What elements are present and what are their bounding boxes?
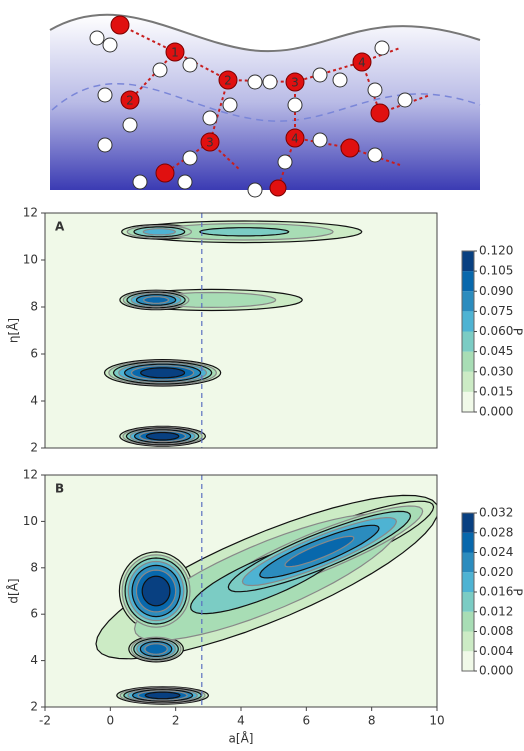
colorbar-tick-label: 0.008 [479,624,513,638]
panel-label: B [55,482,64,496]
colorbar-band [462,392,474,412]
contour [145,692,180,699]
colorbar-tick-label: 0.004 [479,644,513,658]
colorbar-band [462,513,474,533]
colorbar-band [462,372,474,392]
y-axis-label: d[Å] [6,578,21,603]
contour [142,576,170,606]
colorbar-tick-label: 0.015 [479,384,513,398]
contour [141,368,185,378]
colorbar-band [462,592,474,612]
colorbar-band [462,533,474,553]
colorbar-label: P [511,328,524,335]
x-tick-label: 8 [368,714,376,728]
colorbar-tick-label: 0.120 [479,244,513,258]
contour [145,644,167,655]
colorbar-band [462,572,474,592]
y-tick-label: 2 [30,441,38,455]
atom-label: 2 [224,74,232,88]
colorbar-tick-label: 0.030 [479,364,513,378]
x-tick-label: 6 [303,714,311,728]
page: 1 2 2 3 3 4 4 24681012η[Å]A0.0000.0150.0… [0,0,524,751]
illustration: 1 2 2 3 3 4 4 [50,15,480,197]
colorbar-band [462,553,474,573]
atom-label: 1 [171,46,179,60]
x-tick-label: -2 [39,714,51,728]
x-axis-label: a[Å] [229,731,254,746]
atom-label: 3 [206,136,214,150]
colorbar-band [462,251,474,271]
atom-label: 3 [291,76,299,90]
y-tick-label: 6 [30,607,38,621]
contour [200,228,289,236]
colorbar-tick-label: 0.000 [479,664,513,678]
colorbar-tick-label: 0.060 [479,324,513,338]
y-tick-label: 4 [30,653,38,667]
plot-area [45,213,437,448]
y-tick-label: 12 [23,468,38,482]
atom-label: 2 [126,94,134,108]
colorbar-band [462,271,474,291]
y-tick-label: 10 [23,514,38,528]
colorbar-tick-label: 0.045 [479,344,513,358]
colorbar-band [462,311,474,331]
colorbar-band [462,291,474,311]
colorbar-tick-label: 0.016 [479,585,513,599]
x-tick-label: 4 [237,714,245,728]
colorbar-tick-label: 0.032 [479,506,513,520]
y-axis-label: η[Å] [6,318,21,343]
plot-area [45,475,438,707]
colorbar-tick-label: 0.012 [479,604,513,618]
colorbar-tick-label: 0.020 [479,565,513,579]
contour [144,297,169,304]
colorbar-band [462,651,474,671]
colorbar-tick-label: 0.105 [479,264,513,278]
y-tick-label: 2 [30,700,38,714]
colorbar-band [462,632,474,652]
y-tick-label: 10 [23,253,38,267]
contour [143,229,175,235]
y-tick-label: 8 [30,560,38,574]
colorbar-tick-label: 0.090 [479,284,513,298]
x-tick-label: 10 [429,714,444,728]
colorbar-tick-label: 0.024 [479,545,513,559]
atom-label: 4 [358,56,366,70]
x-tick-label: 2 [172,714,180,728]
colorbar-tick-label: 0.000 [479,405,513,419]
y-tick-label: 12 [23,206,38,220]
y-tick-label: 6 [30,347,38,361]
colorbar-band [462,332,474,352]
atom-label: 4 [291,132,299,146]
colorbar-tick-label: 0.075 [479,304,513,318]
x-tick-label: 0 [107,714,115,728]
background [45,213,437,448]
y-tick-label: 8 [30,300,38,314]
figure: 1 2 2 3 3 4 4 24681012η[Å]A0.0000.0150.0… [0,0,524,747]
panel-label: A [55,220,65,234]
colorbar-band [462,612,474,632]
colorbar-label: P [511,588,524,595]
y-tick-label: 4 [30,394,38,408]
contour [146,433,178,441]
colorbar-band [462,352,474,372]
colorbar-tick-label: 0.028 [479,525,513,539]
